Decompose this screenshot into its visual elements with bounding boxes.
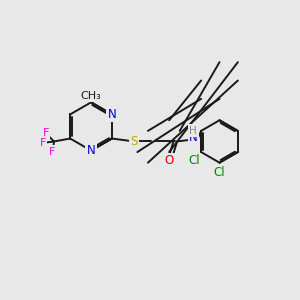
Text: O: O: [164, 154, 173, 167]
Text: F: F: [49, 147, 56, 157]
Text: S: S: [130, 135, 138, 148]
Text: N: N: [108, 108, 116, 121]
Text: H: H: [189, 126, 197, 136]
Text: N: N: [189, 131, 198, 144]
Text: F: F: [40, 138, 46, 148]
Text: Cl: Cl: [188, 154, 200, 167]
Text: N: N: [87, 144, 95, 157]
Text: CH₃: CH₃: [81, 91, 101, 101]
Text: F: F: [43, 128, 49, 138]
Text: Cl: Cl: [214, 166, 225, 179]
